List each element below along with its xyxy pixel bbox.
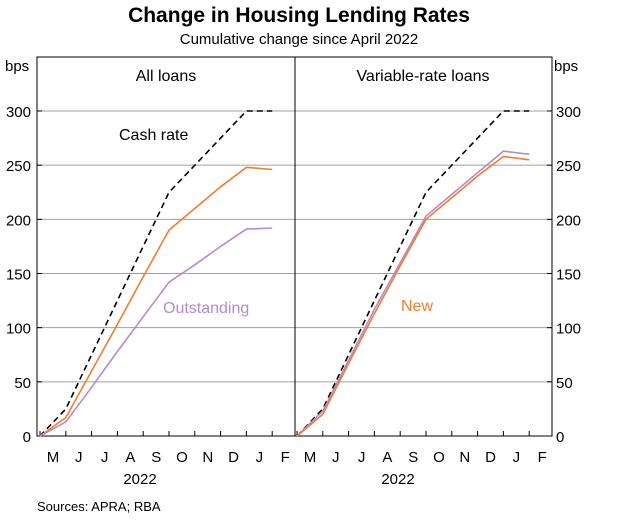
x-tick-label: J <box>101 449 109 466</box>
x-tick-label: J <box>75 449 83 466</box>
x-tick-label: J <box>256 449 264 466</box>
y-tick-label-right: 100 <box>556 321 581 338</box>
chart-title: Change in Housing Lending Rates <box>128 4 470 27</box>
x-tick-label: M <box>304 449 317 466</box>
x-tick-label: N <box>202 449 213 466</box>
series-line <box>296 110 530 437</box>
y-tick-label-right: 300 <box>556 104 581 121</box>
y-tick-label-right: 250 <box>556 158 581 175</box>
y-tick-label-right: 150 <box>556 267 581 284</box>
x-axis-year-label: 2022 <box>123 471 156 488</box>
panel-title: Variable-rate loans <box>356 68 489 85</box>
x-tick-label: S <box>408 449 418 466</box>
y-tick-label-left: 300 <box>6 104 31 121</box>
annotation-outstanding: Outstanding <box>163 300 249 317</box>
y-tick-label-left: 150 <box>6 267 31 284</box>
y-tick-label-left: 50 <box>14 375 31 392</box>
y-axis-unit-right: bps <box>554 58 578 75</box>
x-tick-label: A <box>125 449 135 466</box>
x-tick-label: J <box>513 449 521 466</box>
y-tick-label-left: 250 <box>6 158 31 175</box>
series-line <box>39 110 273 437</box>
x-tick-label: A <box>382 449 392 466</box>
annotation-cash-rate: Cash rate <box>119 127 188 144</box>
x-tick-label: O <box>176 449 188 466</box>
x-tick-label: J <box>332 449 340 466</box>
y-tick-label-left: 0 <box>23 429 31 446</box>
series-line <box>296 155 530 437</box>
y-tick-label-right: 200 <box>556 212 581 229</box>
x-tick-label: M <box>47 449 60 466</box>
x-axis-year-label: 2022 <box>381 471 414 488</box>
y-axis-unit-left: bps <box>5 58 29 75</box>
x-tick-label: F <box>281 449 290 466</box>
x-tick-label: F <box>538 449 547 466</box>
x-tick-label: N <box>459 449 470 466</box>
y-tick-label-right: 0 <box>556 429 564 446</box>
chart-subtitle: Cumulative change since April 2022 <box>179 31 419 48</box>
series-line <box>39 227 273 437</box>
x-tick-label: D <box>228 449 239 466</box>
x-tick-label: J <box>358 449 366 466</box>
source-note: Sources: APRA; RBA <box>37 499 161 514</box>
series-line <box>296 150 530 437</box>
annotation-new: New <box>401 298 433 315</box>
y-tick-label-right: 50 <box>556 375 573 392</box>
x-tick-label: S <box>151 449 161 466</box>
y-tick-label-left: 100 <box>6 321 31 338</box>
x-tick-label: O <box>433 449 445 466</box>
y-tick-label-left: 200 <box>6 212 31 229</box>
x-tick-label: D <box>485 449 496 466</box>
panel-title: All loans <box>136 68 196 85</box>
series-line <box>39 166 273 437</box>
